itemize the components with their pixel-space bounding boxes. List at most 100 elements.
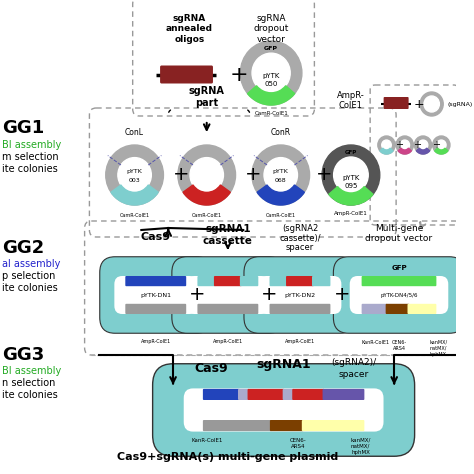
Text: CEN6-
ARS4: CEN6- ARS4 (392, 340, 407, 351)
Text: ite colonies: ite colonies (2, 164, 58, 174)
Text: BI assembly: BI assembly (2, 140, 61, 150)
Text: Multi-gene
dropout vector: Multi-gene dropout vector (365, 224, 433, 244)
Text: pYTK-DN4/5/6: pYTK-DN4/5/6 (380, 292, 418, 298)
Circle shape (378, 136, 395, 154)
Circle shape (414, 136, 432, 154)
Text: (sgRNA2)/: (sgRNA2)/ (331, 358, 376, 367)
FancyBboxPatch shape (302, 420, 365, 431)
FancyBboxPatch shape (153, 364, 415, 456)
Text: sgRNA
part: sgRNA part (189, 86, 225, 108)
FancyBboxPatch shape (270, 304, 330, 314)
FancyBboxPatch shape (286, 276, 314, 286)
Circle shape (322, 145, 380, 205)
Text: +: + (414, 98, 425, 110)
Wedge shape (398, 148, 411, 154)
Text: AmpR-
ColE1: AmpR- ColE1 (337, 91, 365, 110)
FancyBboxPatch shape (383, 97, 409, 109)
Text: CEN6-
ARS4: CEN6- ARS4 (290, 438, 306, 449)
Circle shape (424, 96, 439, 112)
Text: AmpR-ColE1: AmpR-ColE1 (334, 211, 368, 216)
FancyBboxPatch shape (184, 388, 383, 432)
FancyBboxPatch shape (100, 257, 212, 333)
Text: kanMX/
natMX/
hphMX: kanMX/ natMX/ hphMX (350, 438, 371, 455)
Text: sgRNA1
cassette: sgRNA1 cassette (203, 224, 253, 246)
FancyBboxPatch shape (386, 304, 410, 314)
Text: m selection: m selection (2, 152, 59, 162)
Text: +: + (189, 285, 205, 304)
Text: GG1: GG1 (2, 119, 44, 137)
Wedge shape (416, 148, 429, 154)
Text: AmpR-ColE1: AmpR-ColE1 (285, 339, 315, 344)
Text: kanMX/
natMX/
hphMX: kanMX/ natMX/ hphMX (430, 340, 448, 356)
Text: (sgRNA2
cassette)/
spacer: (sgRNA2 cassette)/ spacer (279, 224, 321, 252)
Text: Cas9: Cas9 (141, 232, 171, 242)
FancyBboxPatch shape (333, 257, 465, 333)
Text: spacer: spacer (339, 370, 369, 379)
FancyBboxPatch shape (283, 389, 294, 400)
Circle shape (396, 136, 413, 154)
Text: KanR-ColE1: KanR-ColE1 (191, 438, 222, 443)
Circle shape (118, 157, 151, 192)
Text: pYTK: pYTK (127, 168, 143, 173)
Circle shape (178, 145, 236, 205)
FancyBboxPatch shape (240, 276, 258, 286)
Text: p selection: p selection (2, 271, 55, 281)
Text: KanR-ColE1: KanR-ColE1 (362, 340, 390, 345)
Text: GG3: GG3 (2, 346, 44, 364)
FancyBboxPatch shape (160, 65, 213, 83)
Text: pYTK: pYTK (273, 168, 289, 173)
FancyBboxPatch shape (323, 389, 365, 400)
FancyBboxPatch shape (125, 276, 186, 286)
Text: al assembly: al assembly (2, 259, 60, 269)
FancyBboxPatch shape (197, 304, 258, 314)
FancyBboxPatch shape (172, 257, 284, 333)
Text: 095: 095 (344, 183, 357, 189)
Circle shape (106, 145, 164, 205)
Circle shape (264, 157, 298, 192)
FancyBboxPatch shape (259, 276, 341, 314)
FancyBboxPatch shape (197, 276, 216, 286)
FancyBboxPatch shape (238, 389, 249, 400)
Text: pYTK: pYTK (342, 175, 360, 181)
Text: ConL: ConL (125, 128, 144, 137)
FancyBboxPatch shape (186, 276, 269, 314)
Text: 003: 003 (129, 179, 140, 183)
Circle shape (240, 41, 302, 105)
Text: +: + (261, 285, 277, 304)
Text: Cas9: Cas9 (195, 362, 228, 375)
Text: +: + (395, 140, 403, 150)
Text: +: + (431, 140, 439, 150)
Text: ite colonies: ite colonies (2, 283, 58, 293)
Circle shape (420, 92, 443, 116)
FancyBboxPatch shape (203, 420, 272, 431)
Circle shape (400, 140, 410, 150)
FancyBboxPatch shape (247, 389, 284, 400)
FancyBboxPatch shape (350, 276, 448, 314)
Text: Cas9+sgRNA(s) multi-gene plasmid: Cas9+sgRNA(s) multi-gene plasmid (117, 452, 338, 462)
FancyBboxPatch shape (214, 276, 242, 286)
Text: GFP: GFP (345, 150, 357, 155)
FancyBboxPatch shape (270, 276, 288, 286)
Text: AmpR-ColE1: AmpR-ColE1 (141, 339, 171, 344)
Wedge shape (435, 148, 448, 154)
Circle shape (433, 136, 450, 154)
Wedge shape (247, 86, 295, 105)
FancyBboxPatch shape (270, 420, 304, 431)
Text: 050: 050 (264, 81, 278, 87)
Text: pYTK: pYTK (263, 73, 280, 79)
Wedge shape (257, 185, 304, 205)
Circle shape (334, 157, 368, 193)
FancyBboxPatch shape (125, 304, 186, 314)
Text: sgRNA
annealed
oligos: sgRNA annealed oligos (166, 14, 213, 44)
FancyBboxPatch shape (114, 276, 197, 314)
FancyBboxPatch shape (362, 304, 388, 314)
Wedge shape (380, 148, 393, 154)
Text: CamR-ColE1: CamR-ColE1 (266, 213, 296, 218)
Text: +: + (316, 165, 332, 184)
Text: CamR-ColE1: CamR-ColE1 (191, 213, 222, 218)
FancyBboxPatch shape (362, 276, 437, 286)
Circle shape (418, 140, 428, 150)
Text: CamR-ColE1: CamR-ColE1 (119, 213, 150, 218)
FancyBboxPatch shape (408, 304, 437, 314)
Text: GFP: GFP (264, 46, 278, 51)
